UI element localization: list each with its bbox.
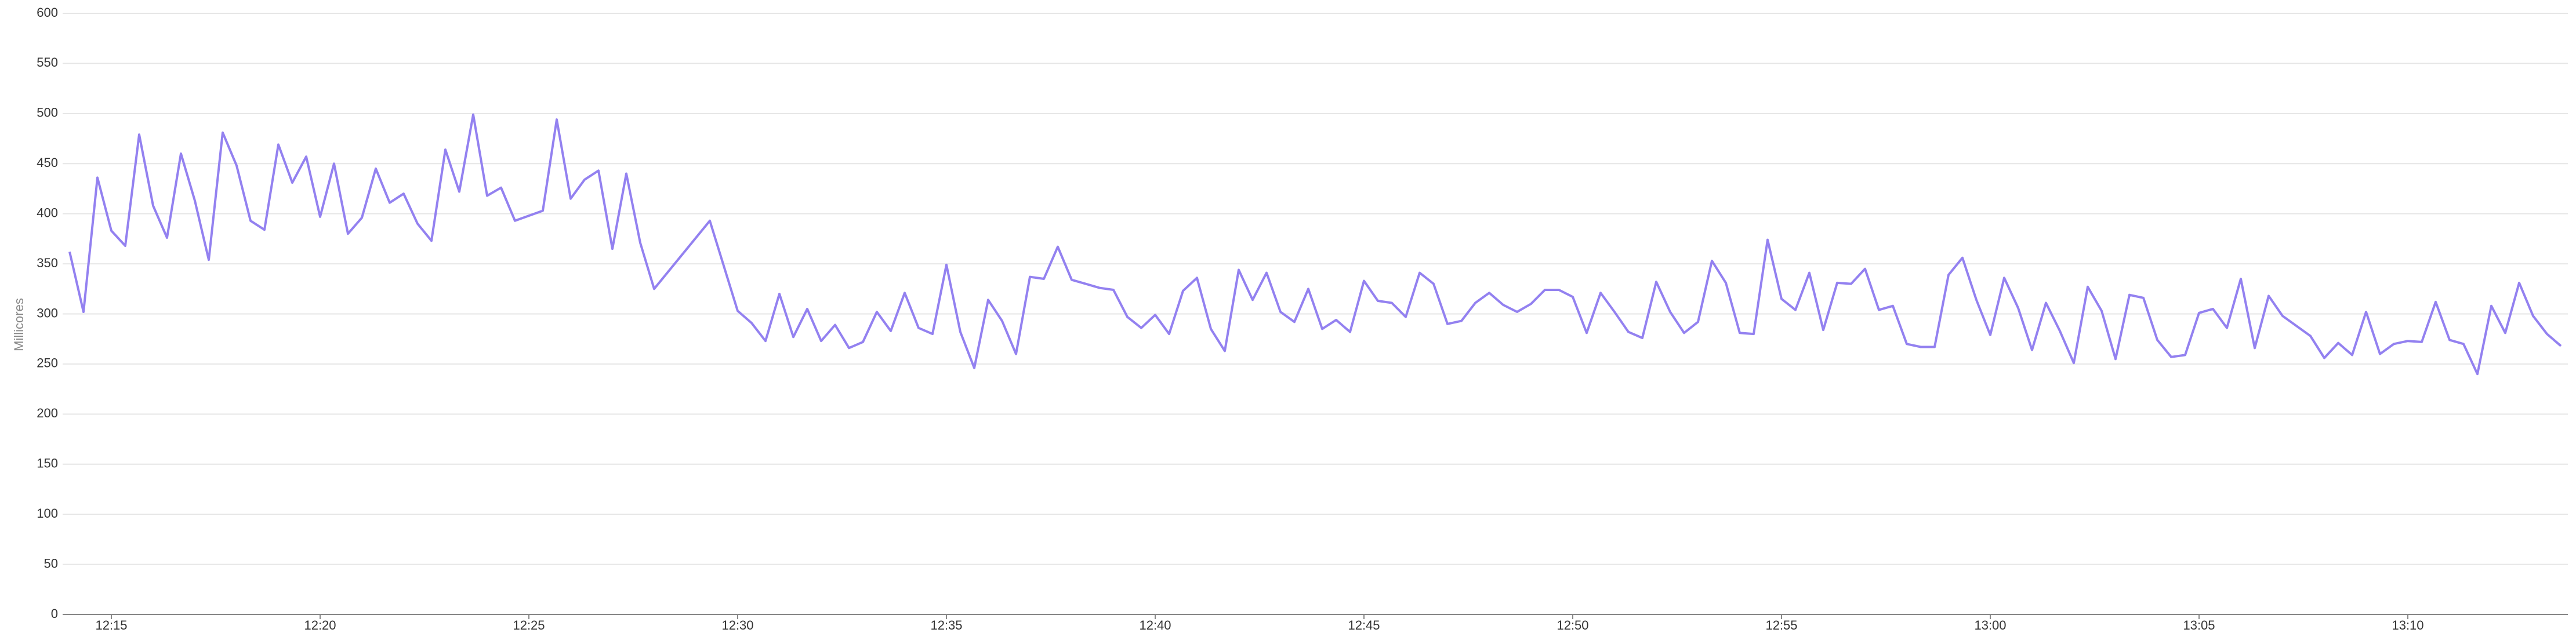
x-tick-label: 13:10 bbox=[2392, 618, 2423, 632]
x-tick-label: 13:05 bbox=[2183, 618, 2215, 632]
y-tick-label: 150 bbox=[37, 456, 58, 471]
y-tick-label: 450 bbox=[37, 155, 58, 170]
y-tick-label: 500 bbox=[37, 106, 58, 120]
line-series bbox=[68, 113, 2562, 376]
y-tick-label: 350 bbox=[37, 256, 58, 270]
y-tick-label: 200 bbox=[37, 406, 58, 420]
y-tick-label: 0 bbox=[51, 606, 58, 621]
x-tick-label: 13:00 bbox=[1974, 618, 2006, 632]
x-tick-label: 12:55 bbox=[1765, 618, 1797, 632]
y-axis-title: Millicores bbox=[12, 298, 26, 351]
y-tick-label: 550 bbox=[37, 55, 58, 70]
y-tick-label: 50 bbox=[44, 556, 58, 570]
x-tick-label: 12:15 bbox=[95, 618, 127, 632]
y-tick-label: 600 bbox=[37, 5, 58, 20]
y-tick-label: 250 bbox=[37, 356, 58, 370]
x-tick-label: 12:50 bbox=[1557, 618, 1588, 632]
y-tick-label: 400 bbox=[37, 205, 58, 220]
y-tick-label: 300 bbox=[37, 306, 58, 320]
x-tick-label: 12:45 bbox=[1348, 618, 1380, 632]
y-tick-label: 100 bbox=[37, 506, 58, 521]
x-tick-label: 12:30 bbox=[721, 618, 753, 632]
x-tick-label: 12:25 bbox=[513, 618, 545, 632]
x-tick-label: 12:35 bbox=[930, 618, 962, 632]
x-tick-label: 12:40 bbox=[1139, 618, 1171, 632]
x-tick-label: 12:20 bbox=[304, 618, 336, 632]
